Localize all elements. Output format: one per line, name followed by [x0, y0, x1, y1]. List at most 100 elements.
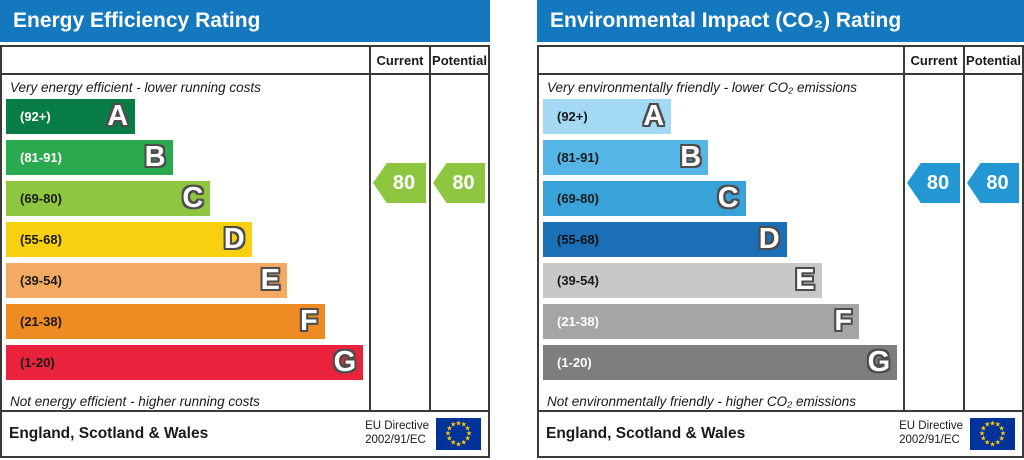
band-range: (55-68) — [557, 232, 599, 247]
current-rating-arrow: 80 — [907, 163, 960, 203]
column-header-potential: Potential — [429, 47, 488, 73]
column-header-spacer — [2, 47, 369, 73]
eu-star-icon: ★ — [989, 420, 996, 427]
band-row: (21-38) F — [6, 304, 369, 339]
column-header-row: Current Potential — [2, 47, 488, 75]
band-range: (21-38) — [557, 314, 599, 329]
band-letter: D — [223, 223, 245, 255]
band-g: (1-20) G — [6, 345, 364, 380]
potential-column: 80 — [963, 75, 1022, 410]
band-range: (39-54) — [20, 273, 62, 288]
band-letter: F — [299, 305, 318, 337]
chart-title-bar: Energy Efficiency Rating — [0, 0, 490, 42]
chart-title: Environmental Impact (CO₂) Rating — [550, 9, 902, 32]
band-row: (69-80) C — [6, 181, 369, 216]
current-rating-arrow: 80 — [373, 163, 426, 203]
band-row: (81-91) B — [6, 140, 369, 175]
band-b: (81-91) B — [6, 140, 173, 175]
band-f: (21-38) F — [543, 304, 860, 339]
band-range: (21-38) — [20, 314, 62, 329]
band-row: (39-54) E — [543, 263, 903, 298]
band-range: (69-80) — [20, 191, 62, 206]
eu-star-icon: ★ — [460, 421, 467, 429]
eu-star-icon: ★ — [998, 435, 1005, 443]
band-row: (21-38) F — [543, 304, 903, 339]
eu-star-icon: ★ — [998, 425, 1005, 433]
eu-star-icon: ★ — [994, 421, 1001, 429]
caption-bottom: Not environmentally friendly - higher CO… — [547, 393, 857, 409]
band-row: (39-54) E — [6, 263, 369, 298]
band-row: (81-91) B — [543, 140, 903, 175]
eu-star-icon: ★ — [999, 430, 1007, 438]
band-letter: C — [717, 182, 739, 214]
column-header-potential: Potential — [963, 47, 1022, 73]
eu-directive-line1: EU Directive — [365, 420, 429, 433]
rating-table: Current Potential Very energy efficient … — [0, 45, 490, 458]
band-letter: D — [758, 223, 780, 255]
column-header-spacer — [539, 47, 903, 73]
eu-star-icon: ★ — [460, 439, 467, 447]
caption-top: Very energy efficient - lower running co… — [10, 79, 261, 95]
band-range: (55-68) — [20, 232, 62, 247]
eu-directive-line1: EU Directive — [899, 420, 963, 433]
band-letter: B — [680, 141, 702, 173]
environmental-impact-chart: Environmental Impact (CO₂) Rating Curren… — [537, 0, 1024, 458]
band-letter: A — [107, 100, 129, 132]
current-rating-value: 80 — [926, 171, 950, 194]
footer-row: England, Scotland & Wales EU Directive 2… — [2, 410, 488, 456]
band-range: (81-91) — [557, 150, 599, 165]
eu-star-icon: ★ — [465, 430, 473, 438]
chart-title-bar: Environmental Impact (CO₂) Rating — [537, 0, 1024, 42]
chart-title: Energy Efficiency Rating — [13, 9, 261, 32]
eu-star-icon: ★ — [989, 441, 996, 448]
eu-star-icon: ★ — [994, 439, 1001, 447]
band-row: (55-68) D — [6, 222, 369, 257]
potential-rating-value: 80 — [452, 171, 475, 194]
eu-star-icon: ★ — [446, 435, 453, 443]
column-header-row: Current Potential — [539, 47, 1022, 75]
band-a: (92+) A — [6, 99, 136, 134]
band-range: (81-91) — [20, 150, 62, 165]
eu-star-icon: ★ — [455, 441, 462, 448]
caption-top: Very environmentally friendly - lower CO… — [547, 79, 857, 95]
band-range: (1-20) — [557, 355, 592, 370]
band-row: (55-68) D — [543, 222, 903, 257]
bands-area: Very energy efficient - lower running co… — [2, 75, 369, 410]
band-d: (55-68) D — [543, 222, 787, 257]
column-header-current: Current — [903, 47, 963, 73]
band-c: (69-80) C — [543, 181, 746, 216]
bands-area: Very environmentally friendly - lower CO… — [539, 75, 903, 410]
rating-table: Current Potential Very environmentally f… — [537, 45, 1024, 458]
band-row: (92+) A — [6, 99, 369, 134]
eu-star-icon: ★ — [980, 435, 987, 443]
eu-flag: ★ ★ ★ ★ ★ ★ ★ ★ ★ ★ ★ ★ — [970, 418, 1015, 450]
eu-star-icon: ★ — [980, 425, 987, 433]
footer-region: England, Scotland & Wales — [9, 425, 209, 442]
eu-star-icon: ★ — [984, 421, 991, 429]
eu-star-icon: ★ — [450, 421, 457, 429]
potential-rating-arrow: 80 — [967, 163, 1019, 203]
band-letter: C — [182, 182, 204, 214]
band-row: (92+) A — [543, 99, 903, 134]
eu-star-icon: ★ — [464, 425, 471, 433]
rating-body: Very energy efficient - lower running co… — [2, 75, 488, 410]
eu-directive-line2: 2002/91/EC — [365, 434, 426, 446]
band-range: (92+) — [20, 109, 51, 124]
band-letter: E — [260, 264, 280, 296]
caption-bottom: Not energy efficient - higher running co… — [10, 393, 260, 409]
band-f: (21-38) F — [6, 304, 325, 339]
eu-star-icon: ★ — [450, 439, 457, 447]
band-row: (69-80) C — [543, 181, 903, 216]
current-rating-value: 80 — [392, 171, 416, 194]
band-letter: F — [834, 305, 853, 337]
band-letter: A — [643, 100, 665, 132]
band-c: (69-80) C — [6, 181, 211, 216]
band-letter: G — [867, 346, 891, 378]
band-letter: E — [795, 264, 815, 296]
band-range: (92+) — [557, 109, 588, 124]
band-row: (1-20) G — [6, 345, 369, 380]
footer-row: England, Scotland & Wales EU Directive 2… — [539, 410, 1022, 456]
eu-star-icon: ★ — [444, 430, 452, 438]
rating-body: Very environmentally friendly - lower CO… — [539, 75, 1022, 410]
